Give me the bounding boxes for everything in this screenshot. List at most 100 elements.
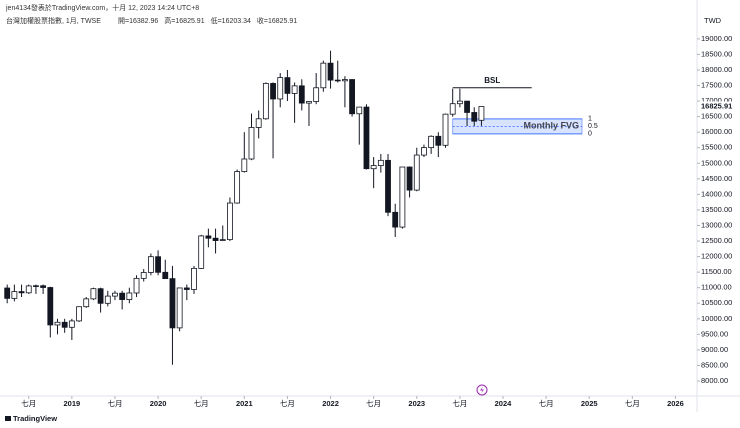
candle-body <box>97 288 104 304</box>
chart-title: 台灣加權股票指數, 1月, TWSE <box>6 16 101 25</box>
candle-body <box>191 267 197 290</box>
candle-body <box>147 256 154 273</box>
candle-body <box>33 285 39 287</box>
fib-label: 1 <box>588 116 592 123</box>
x-tick-label: 2021 <box>236 399 253 408</box>
y-tick-label: 18500.00 <box>701 49 732 58</box>
candle-body <box>54 321 61 326</box>
y-tick-label: 14000.00 <box>701 189 732 198</box>
x-tick-label: 七月 <box>21 399 36 408</box>
candle-body <box>234 171 241 204</box>
x-tick-label: 2022 <box>322 399 339 408</box>
candle <box>40 284 47 294</box>
candle <box>104 290 111 307</box>
candle <box>219 225 226 242</box>
candle-body <box>370 165 377 170</box>
candle <box>456 88 463 108</box>
y-tick-label: 11000.00 <box>701 283 732 292</box>
y-tick-label: 8000.00 <box>701 376 728 385</box>
candle-body <box>83 298 90 308</box>
candle <box>320 60 327 92</box>
candle <box>421 144 427 158</box>
candle <box>140 269 147 282</box>
candle-body <box>478 106 485 121</box>
x-tick-label: 2024 <box>495 399 513 408</box>
y-tick-label: 18000.00 <box>701 65 732 74</box>
candle-body <box>327 62 334 81</box>
x-tick-label: 七月 <box>194 399 209 408</box>
candle-body <box>456 100 463 105</box>
candle <box>342 76 348 108</box>
candle-body <box>284 77 291 94</box>
x-tick-label: 七月 <box>280 399 295 408</box>
candle <box>471 107 478 126</box>
candle-body <box>385 159 391 213</box>
x-tick-label: 七月 <box>366 399 381 408</box>
candle <box>277 73 284 108</box>
candle-body <box>61 321 68 328</box>
x-tick-label: 2025 <box>581 399 598 408</box>
candle-body <box>90 288 97 300</box>
y-tick-label: 9000.00 <box>701 345 728 354</box>
candle-body <box>119 292 126 300</box>
candle <box>306 101 312 126</box>
candle-body <box>421 147 427 156</box>
candle <box>284 69 291 102</box>
candle <box>478 106 485 126</box>
candle-body <box>140 272 147 279</box>
candle-body <box>270 83 276 100</box>
fvg-label: Monthly FVG <box>524 121 580 131</box>
candle <box>76 306 82 322</box>
candle-body <box>212 237 219 241</box>
candle <box>255 110 262 139</box>
candle <box>241 132 248 173</box>
ohlc-label: 低=16203.34 <box>211 16 251 25</box>
candle-body <box>449 103 456 115</box>
candle <box>334 60 341 83</box>
candle <box>449 88 456 117</box>
candle-body <box>392 211 399 228</box>
y-tick-label: 9500.00 <box>701 329 728 338</box>
brand-logo: TradingView <box>5 414 57 423</box>
candle <box>406 166 413 198</box>
candle-body <box>241 158 248 172</box>
candle-body <box>413 154 420 191</box>
candle <box>33 284 39 294</box>
candle-body <box>349 79 355 115</box>
candle-body <box>47 287 54 326</box>
candle-body <box>320 62 327 89</box>
candle <box>363 104 370 170</box>
candle-body <box>133 277 140 294</box>
candle-body <box>306 101 312 104</box>
candle <box>162 259 169 280</box>
candle <box>428 135 435 154</box>
currency: TWD <box>704 16 722 25</box>
y-tick-label: 10000.00 <box>701 314 732 323</box>
candle <box>90 287 97 301</box>
candle-body <box>227 202 233 241</box>
candle <box>392 203 399 238</box>
candle-body <box>435 135 442 146</box>
candle <box>262 82 269 120</box>
candle <box>248 113 255 161</box>
candle <box>61 318 68 333</box>
ohlc-label: 開=16382.96 <box>118 17 158 25</box>
candle-body <box>406 166 413 191</box>
candle-body <box>162 271 169 280</box>
candle-body <box>126 292 133 300</box>
candle <box>212 228 219 254</box>
x-tick-label: 七月 <box>452 399 467 408</box>
candle <box>47 286 54 338</box>
candle <box>11 284 18 302</box>
candle <box>298 79 305 111</box>
candle-body <box>464 100 470 113</box>
candle-body <box>40 285 47 288</box>
fib-label: 0.5 <box>588 123 598 130</box>
y-tick-label: 10500.00 <box>701 298 732 307</box>
candle <box>112 290 118 301</box>
y-tick-label: 17000.00 <box>701 96 732 105</box>
candle <box>377 153 384 173</box>
y-tick-label: 15500.00 <box>701 143 732 152</box>
candle <box>25 284 32 294</box>
candle <box>169 265 176 365</box>
